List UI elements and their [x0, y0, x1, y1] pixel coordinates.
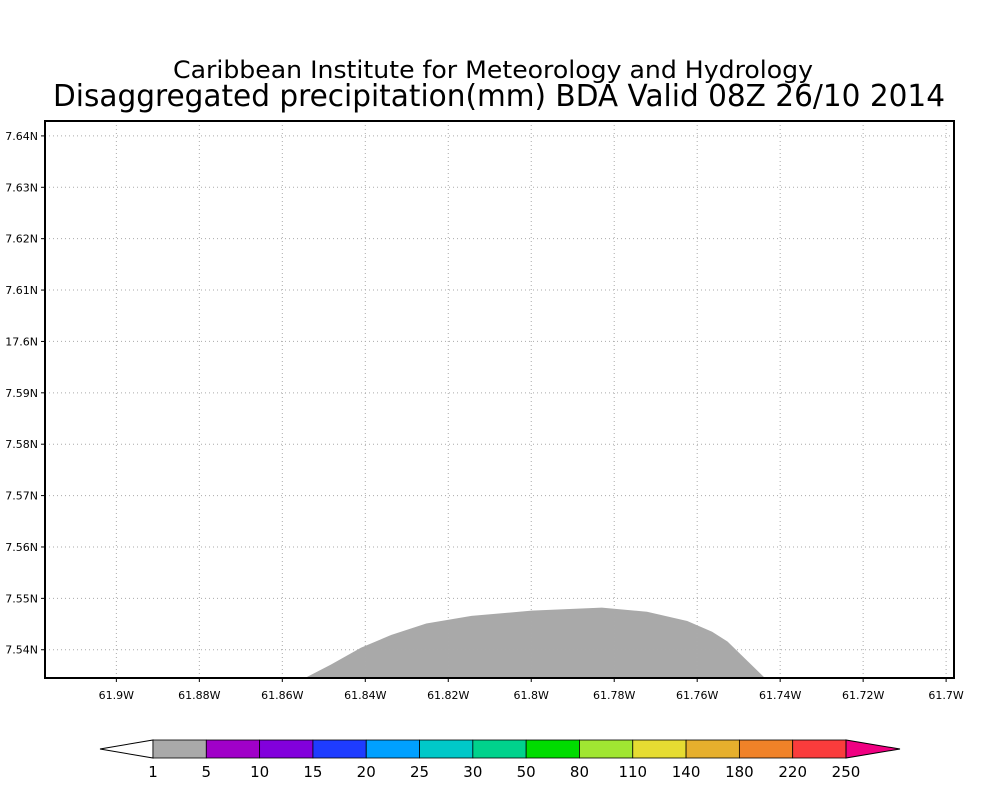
- y-tick-label: 7.56N: [5, 541, 38, 554]
- colorbar-box: [419, 739, 474, 759]
- colorbar-box: [525, 739, 580, 759]
- y-tick-label: 7.55N: [5, 592, 38, 605]
- colorbar-box: [205, 739, 261, 759]
- colorbar-box: [579, 739, 634, 759]
- colorbar-box: [738, 739, 794, 759]
- colorbar-label: 140: [672, 763, 701, 781]
- x-tick-label: 61.9W: [99, 689, 134, 702]
- x-tick-label: 61.76W: [676, 689, 718, 702]
- y-tick-label: 17.6N: [5, 335, 38, 348]
- y-tick-label: 7.57N: [5, 490, 38, 503]
- x-tick-label: 61.72W: [842, 689, 884, 702]
- colorbar-box: [152, 739, 207, 759]
- colorbar-label: 25: [410, 763, 429, 781]
- x-tick-label: 61.78W: [593, 689, 635, 702]
- colorbar-label: 180: [725, 763, 754, 781]
- x-tick-label: 61.86W: [261, 689, 303, 702]
- colorbar-label: 30: [463, 763, 482, 781]
- colorbar-box: [792, 739, 847, 759]
- y-tick-label: 7.61N: [5, 284, 38, 297]
- colorbar-label: 250: [832, 763, 861, 781]
- y-tick-label: 7.64N: [5, 130, 38, 143]
- colorbar-box: [632, 739, 687, 759]
- colorbar-high: [845, 739, 901, 759]
- colorbar-label: 110: [618, 763, 647, 781]
- x-tick-label: 61.74W: [759, 689, 801, 702]
- map-frame: [44, 120, 955, 679]
- colorbar-label: 10: [250, 763, 269, 781]
- colorbar-label: 220: [778, 763, 807, 781]
- x-tick-label: 61.7W: [928, 689, 963, 702]
- colorbar-label: 5: [202, 763, 212, 781]
- chart-title: Caribbean Institute for Meteorology and …: [173, 56, 813, 84]
- colorbar-box: [365, 739, 420, 759]
- colorbar-low: [99, 739, 154, 759]
- colorbar-box: [472, 739, 527, 759]
- colorbar-box: [312, 739, 367, 759]
- colorbar-label: 50: [517, 763, 536, 781]
- colorbar-box: [259, 739, 314, 759]
- x-tick-label: 61.82W: [427, 689, 469, 702]
- precip-region: [305, 607, 765, 678]
- x-tick-label: 61.8W: [514, 689, 549, 702]
- y-tick-label: 7.62N: [5, 233, 38, 246]
- x-tick-label: 61.84W: [344, 689, 386, 702]
- colorbar-box: [685, 739, 740, 759]
- y-tick-label: 7.58N: [5, 438, 38, 451]
- chart-subtitle: Disaggregated precipitation(mm) BDA Vali…: [53, 79, 945, 114]
- colorbar-label: 20: [357, 763, 376, 781]
- colorbar-label: 80: [570, 763, 589, 781]
- y-tick-label: 7.59N: [5, 387, 38, 400]
- colorbar-label: 15: [303, 763, 322, 781]
- y-tick-label: 7.54N: [5, 644, 38, 657]
- colorbar-label: 1: [148, 763, 158, 781]
- x-tick-label: 61.88W: [178, 689, 220, 702]
- y-tick-label: 7.63N: [5, 181, 38, 194]
